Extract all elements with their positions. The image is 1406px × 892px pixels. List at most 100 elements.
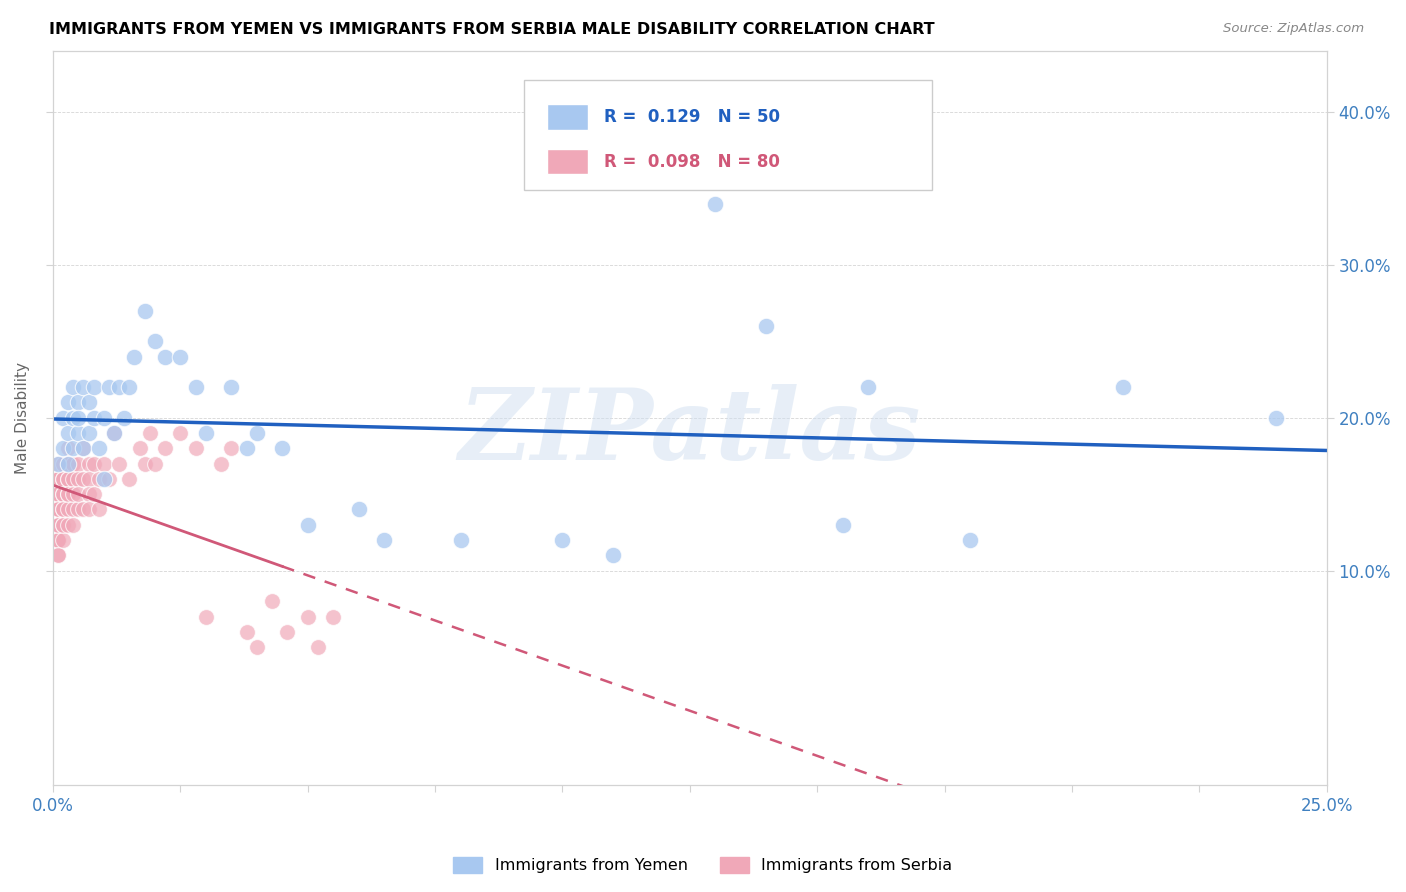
Point: [108, 380, 131, 394]
Point: [87, 472, 110, 486]
Point: [83, 457, 105, 471]
Point: [46, 533, 69, 547]
Point: [77, 457, 100, 471]
Point: [209, 457, 232, 471]
Point: [52, 442, 75, 456]
Point: [72, 502, 94, 516]
Point: [52, 472, 75, 486]
Point: [184, 442, 207, 456]
Point: [219, 442, 242, 456]
Point: [46, 502, 69, 516]
Point: [58, 487, 80, 501]
Point: [46, 502, 69, 516]
Point: [46, 502, 69, 516]
Point: [93, 457, 115, 471]
Point: [52, 502, 75, 516]
Point: [704, 196, 727, 211]
Point: [118, 472, 141, 486]
Point: [52, 502, 75, 516]
Point: [58, 457, 80, 471]
Point: [46, 517, 69, 532]
Point: [276, 624, 298, 639]
Point: [143, 457, 166, 471]
Point: [322, 609, 344, 624]
Point: [194, 609, 217, 624]
Point: [46, 533, 69, 547]
Point: [58, 425, 80, 440]
Point: [58, 502, 80, 516]
Point: [143, 334, 166, 349]
Point: [62, 472, 84, 486]
Point: [52, 472, 75, 486]
Point: [46, 502, 69, 516]
Point: [87, 442, 110, 456]
Point: [67, 457, 90, 471]
Text: Source: ZipAtlas.com: Source: ZipAtlas.com: [1223, 22, 1364, 36]
Point: [83, 487, 105, 501]
Text: ZIPatlas: ZIPatlas: [458, 384, 921, 481]
Point: [83, 410, 105, 425]
Point: [77, 487, 100, 501]
Point: [67, 425, 90, 440]
Point: [134, 303, 156, 318]
Point: [246, 640, 269, 654]
Text: R =  0.129   N = 50: R = 0.129 N = 50: [605, 108, 780, 126]
Point: [755, 318, 778, 333]
Point: [856, 380, 879, 394]
FancyBboxPatch shape: [547, 149, 588, 175]
Point: [602, 549, 624, 563]
Point: [87, 502, 110, 516]
Point: [93, 410, 115, 425]
Point: [62, 410, 84, 425]
Point: [103, 425, 125, 440]
Point: [1112, 380, 1135, 394]
Point: [46, 517, 69, 532]
Point: [46, 472, 69, 486]
Point: [260, 594, 283, 608]
Point: [1264, 410, 1286, 425]
Point: [831, 517, 853, 532]
Point: [67, 395, 90, 409]
Point: [83, 380, 105, 394]
Point: [62, 502, 84, 516]
Point: [62, 442, 84, 456]
Point: [52, 487, 75, 501]
Point: [46, 487, 69, 501]
FancyBboxPatch shape: [524, 80, 932, 190]
Point: [134, 457, 156, 471]
Point: [551, 533, 574, 547]
Point: [52, 410, 75, 425]
Point: [58, 487, 80, 501]
Text: IMMIGRANTS FROM YEMEN VS IMMIGRANTS FROM SERBIA MALE DISABILITY CORRELATION CHAR: IMMIGRANTS FROM YEMEN VS IMMIGRANTS FROM…: [49, 22, 935, 37]
Point: [46, 549, 69, 563]
Point: [307, 640, 329, 654]
Point: [77, 395, 100, 409]
Point: [67, 410, 90, 425]
Point: [450, 533, 472, 547]
Point: [52, 487, 75, 501]
Point: [347, 502, 370, 516]
Point: [103, 425, 125, 440]
Point: [219, 380, 242, 394]
Point: [373, 533, 395, 547]
Text: R =  0.098   N = 80: R = 0.098 N = 80: [605, 153, 780, 171]
Point: [46, 517, 69, 532]
Point: [62, 487, 84, 501]
Point: [959, 533, 981, 547]
Point: [124, 350, 146, 364]
Point: [46, 457, 69, 471]
Point: [67, 472, 90, 486]
Point: [52, 457, 75, 471]
Point: [153, 442, 176, 456]
Point: [169, 350, 191, 364]
Y-axis label: Male Disability: Male Disability: [15, 362, 30, 474]
Point: [67, 487, 90, 501]
Point: [246, 425, 269, 440]
Point: [67, 502, 90, 516]
Point: [77, 472, 100, 486]
Point: [58, 517, 80, 532]
Point: [235, 442, 257, 456]
Point: [46, 487, 69, 501]
FancyBboxPatch shape: [547, 104, 588, 129]
Point: [58, 395, 80, 409]
